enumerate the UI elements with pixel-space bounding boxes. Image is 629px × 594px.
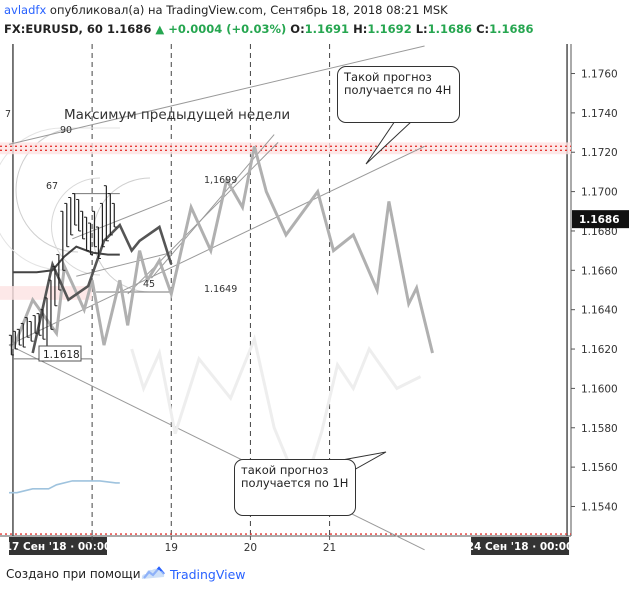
x-tick-label-1: 18 — [85, 542, 98, 554]
price-box — [38, 345, 82, 362]
up-arrow-icon: ▲ — [155, 22, 165, 36]
close-value: 1.1686 — [489, 22, 534, 36]
current-price-tag — [572, 210, 629, 229]
y-tick-label-1: 1.1740 — [581, 108, 618, 120]
low-value: 1.1686 — [427, 22, 473, 36]
x-tick-label-0: 17 Сен '18 · 00:00 — [5, 541, 112, 553]
resistance-lines — [0, 145, 571, 535]
price-axis-bg — [572, 36, 629, 536]
footer-credit: Создано при помощи — [6, 567, 141, 581]
tradingview-cloud-icon — [141, 566, 165, 579]
ohlc-bars — [8, 185, 117, 356]
y-tick-label-3: 1.1700 — [581, 187, 618, 199]
y-tick-label-8: 1.1600 — [581, 383, 618, 395]
price-box-label: 1.1618 — [43, 349, 80, 361]
x-tick-box-5 — [471, 537, 570, 555]
rsi-line — [9, 480, 120, 494]
level-high-label: 1,1699 — [204, 175, 237, 186]
tradingview-logo[interactable]: TradingView — [140, 565, 246, 585]
publish-info: опубликовал(а) на TradingView.com, Сентя… — [49, 3, 448, 17]
last-price: 1.1686 — [106, 22, 152, 36]
fib-67-label: 67 — [46, 181, 58, 192]
fib-arc-outer — [0, 127, 120, 271]
low-label: L: — [415, 22, 428, 36]
price-axis[interactable]: 1.1760 1.1740 1.1720 1.1700 1.1680 1.1660 1.16… — [571, 36, 629, 536]
y-tick-label-5: 1.1660 — [581, 265, 618, 277]
callout-1h-text: такой прогноз получается по 1H — [241, 463, 349, 490]
series-forecast_4h — [11, 145, 434, 354]
y-tick-label-7: 1.1620 — [581, 344, 618, 356]
fib-arc-67 — [51, 177, 101, 276]
trend-line-2 — [72, 199, 172, 240]
x-tick-label-3: 20 — [244, 542, 257, 554]
y-tick-label-2: 1.1720 — [581, 147, 618, 159]
y-tick-label-0: 1.1760 — [581, 69, 618, 81]
y-tick-label-9: 1.1580 — [581, 423, 618, 435]
close-label: C: — [476, 22, 490, 36]
chart-header-publish: avladfx опубликовал(а) на TradingView.co… — [4, 3, 448, 17]
resistance-zone — [0, 142, 571, 155]
prev-week-max-label: Максимум предыдущей недели — [64, 107, 290, 123]
fib-arc-45 — [92, 177, 151, 293]
price-change: +0.0004 (+0.03%) — [168, 22, 287, 36]
trend-line-5 — [151, 134, 275, 279]
y-tick-label-11: 1.1540 — [581, 501, 618, 513]
tradingview-brand: TradingView — [170, 567, 246, 582]
left-edge-label: 7 — [5, 109, 11, 120]
series-ma — [13, 245, 120, 274]
high-value: 1.1692 — [367, 22, 412, 36]
open-value: 1.1691 — [304, 22, 350, 36]
rsi-polyline — [9, 480, 120, 494]
x-tick-label-2: 19 — [165, 542, 178, 554]
x-tick-box-0 — [9, 537, 107, 555]
chart-header-ohlc: FX:EURUSD, 60 1.1686 ▲ +0.0004 (+0.03%) … — [4, 22, 534, 36]
forecast-series — [11, 145, 434, 500]
series-forecast_1h — [130, 334, 422, 500]
x-tick-label-5: 24 Сен '18 · 00:00 — [467, 541, 574, 553]
y-tick-label-4: 1.1680 — [581, 226, 618, 238]
trend-line-1 — [8, 145, 425, 346]
level-low-label: 1.1649 — [204, 284, 237, 295]
symbol-label: FX:EURUSD, 60 — [4, 22, 103, 36]
series-forecast_near — [31, 222, 173, 354]
y-tick-label-10: 1.1560 — [581, 462, 618, 474]
high-label: H: — [353, 22, 368, 36]
x-tick-label-4: 21 — [323, 542, 336, 554]
author-link[interactable]: avladfx — [4, 3, 47, 17]
current-price-label: 1.1686 — [579, 214, 620, 226]
trend-line-0 — [8, 45, 425, 145]
y-tick-label-6: 1.1640 — [581, 305, 618, 317]
callout-1h: такой прогноз получается по 1H — [234, 459, 356, 516]
trend-line-6 — [8, 344, 425, 551]
callout-4h: Такой прогноз получается по 4H — [337, 66, 460, 123]
callout-4h-text: Такой прогноз получается по 4H — [344, 70, 452, 97]
fib-45-label: 45 — [143, 279, 155, 290]
open-label: O: — [290, 22, 305, 36]
fib-90-label: 90 — [60, 125, 72, 136]
